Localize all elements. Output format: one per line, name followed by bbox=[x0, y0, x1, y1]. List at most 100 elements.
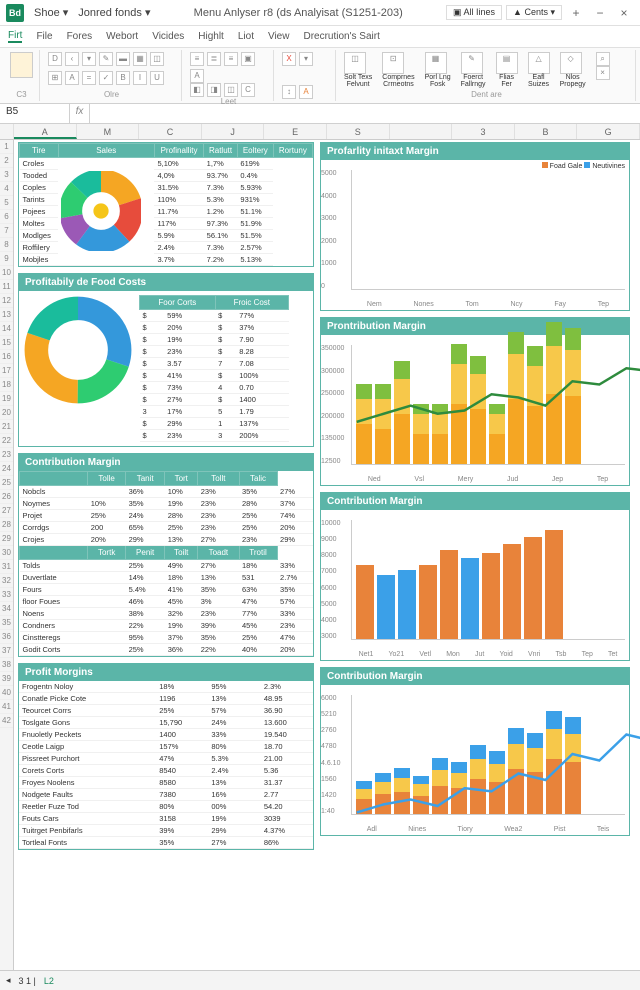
sheet-tab-1[interactable]: 3 1 | bbox=[19, 976, 36, 986]
col-header[interactable]: C bbox=[139, 124, 202, 139]
ribbon-icon[interactable]: X bbox=[282, 52, 296, 66]
food-costs-panel: Profitabily de Food Costs Foor CortsFroi… bbox=[18, 273, 314, 447]
tab-file[interactable]: Firt bbox=[8, 30, 22, 43]
contribution-table: TolleTanitTortTolltTalicNobcls36%10%23%3… bbox=[19, 471, 313, 656]
ribbon-group-1-label: C3 bbox=[10, 90, 33, 99]
col-header[interactable]: M bbox=[77, 124, 140, 139]
ribbon-icon[interactable]: ⊞ bbox=[48, 71, 62, 85]
ribbon-icon[interactable]: U bbox=[150, 71, 164, 85]
col-header[interactable]: E bbox=[264, 124, 327, 139]
col-header[interactable]: J bbox=[202, 124, 265, 139]
title-btn-2-label: Cents bbox=[524, 7, 548, 17]
ribbon-icon[interactable]: ▦ bbox=[133, 52, 147, 66]
fx-icon[interactable]: fx bbox=[70, 104, 90, 123]
ribbon-icon[interactable]: ↕ bbox=[282, 85, 296, 99]
tab-8[interactable]: Drecrution's Sairt bbox=[303, 31, 379, 42]
ribbon-icon[interactable]: B bbox=[116, 71, 130, 85]
ribbon-group-2-label: Olre bbox=[48, 90, 175, 99]
new-tab-button[interactable]: + bbox=[566, 6, 586, 20]
ribbon-icon[interactable]: ‹ bbox=[65, 52, 79, 66]
ribbon: C3 D ‹ ▾ ✎ ▬ ▦ ◫ ⊞ A = ✓ B I U Olre ≡ ≣ … bbox=[0, 48, 640, 104]
donut-chart bbox=[23, 295, 133, 405]
ribbon-group-4-label: Dent are bbox=[344, 90, 629, 99]
ribbon-icon[interactable]: ≡ bbox=[224, 52, 238, 66]
ribbon-icon[interactable]: D bbox=[48, 52, 62, 66]
ribbon-icon-label: NlosPropegy bbox=[560, 74, 586, 88]
ribbon-large-icon[interactable]: ◇ bbox=[560, 52, 582, 74]
column-headers: A M C J E S 3 B G bbox=[0, 124, 640, 140]
ribbon-icon[interactable]: ✓ bbox=[99, 71, 113, 85]
name-box[interactable]: B5 bbox=[0, 104, 70, 123]
profit-margins-panel: Profit Morgins Frogentn Noloy18%95%2.3%C… bbox=[18, 663, 314, 850]
ribbon-icon-label: Solt TexsFelvunt bbox=[344, 74, 372, 88]
chart4-title: Contribution Margin bbox=[321, 668, 629, 685]
ribbon-icon[interactable]: A bbox=[299, 85, 313, 99]
ribbon-icon[interactable]: ◨ bbox=[207, 83, 221, 97]
close-button[interactable]: × bbox=[614, 6, 634, 20]
tab-2[interactable]: Fores bbox=[67, 31, 93, 42]
title-bar: Bd Shoe ▾ Jonred fonds ▾ Menu Anlyser r8… bbox=[0, 0, 640, 26]
ribbon-icon[interactable]: ◫ bbox=[224, 83, 238, 97]
table4-title: Profit Morgins bbox=[19, 664, 313, 681]
col-header[interactable]: S bbox=[327, 124, 390, 139]
ribbon-icon[interactable]: A bbox=[65, 71, 79, 85]
tab-3[interactable]: Webort bbox=[106, 31, 138, 42]
chart1: Foad Gale Neutivines 0100020003000400050… bbox=[321, 160, 629, 310]
ribbon-icon[interactable]: ▣ bbox=[241, 52, 255, 66]
tab-6[interactable]: Liot bbox=[238, 31, 254, 42]
ribbon-icon[interactable]: ✎ bbox=[99, 52, 113, 66]
table1: TireSalesProfinallityRatluttEolteryRortu… bbox=[19, 143, 313, 266]
ribbon-large-icon[interactable]: ▦ bbox=[425, 52, 447, 74]
chart1-panel: Profarlity initaxt Margin Foad Gale Neut… bbox=[320, 142, 630, 311]
table1-panel: TireSalesProfinallityRatluttEolteryRortu… bbox=[18, 142, 314, 267]
ribbon-large-icon[interactable]: ✎ bbox=[461, 52, 483, 74]
tab-4[interactable]: Vicides bbox=[152, 31, 184, 42]
chart3-title: Contribution Margin bbox=[321, 493, 629, 510]
title-drop-2[interactable]: Jonred fonds ▾ bbox=[78, 6, 150, 19]
ribbon-icon[interactable]: ≣ bbox=[207, 52, 221, 66]
minimize-button[interactable]: − bbox=[590, 6, 610, 20]
chart2: 12500135000200000250000300000350000NedVs… bbox=[321, 335, 629, 485]
food-costs-table: Foor CortsFroic Cost$59%$77%$20%$37%$19%… bbox=[139, 295, 289, 442]
close-ribbon-icon[interactable]: × bbox=[596, 66, 610, 80]
ribbon-icon[interactable]: I bbox=[133, 71, 147, 85]
tab-7[interactable]: View bbox=[268, 31, 290, 42]
ribbon-icon[interactable]: A bbox=[190, 69, 204, 83]
chart3: 300040005000600070008000900010000Net1Yo2… bbox=[321, 510, 629, 660]
col-header[interactable]: G bbox=[577, 124, 640, 139]
ribbon-large-icon[interactable]: △ bbox=[528, 52, 550, 74]
paste-icon[interactable] bbox=[10, 52, 33, 78]
search-icon[interactable]: ⌕ bbox=[596, 52, 610, 66]
ribbon-icon[interactable]: ◧ bbox=[190, 83, 204, 97]
ribbon-large-icon[interactable]: ▤ bbox=[496, 52, 518, 74]
title-btn-1[interactable]: ▣ All Iines bbox=[446, 5, 502, 20]
ribbon-icon[interactable]: ▾ bbox=[82, 52, 96, 66]
col-header[interactable]: 3 bbox=[452, 124, 515, 139]
sheet-nav[interactable]: ◂ bbox=[6, 975, 11, 986]
ribbon-icon-label: ComprnesCrrneotns bbox=[382, 74, 414, 88]
ribbon-large-icon[interactable]: ◫ bbox=[344, 52, 366, 74]
table3-title: Contribution Margin bbox=[19, 454, 313, 471]
ribbon-tabs: Firt File Fores Webort Vicides Highlt Li… bbox=[0, 26, 640, 48]
tab-1[interactable]: File bbox=[36, 31, 52, 42]
formula-input[interactable] bbox=[90, 104, 640, 123]
ribbon-icon[interactable]: ▬ bbox=[116, 52, 130, 66]
chart3-panel: Contribution Margin 30004000500060007000… bbox=[320, 492, 630, 661]
col-header[interactable] bbox=[390, 124, 453, 139]
ribbon-icon[interactable]: ≡ bbox=[190, 52, 204, 66]
ribbon-icon[interactable]: = bbox=[82, 71, 96, 85]
chart1-title: Profarlity initaxt Margin bbox=[321, 143, 629, 160]
col-header[interactable]: B bbox=[515, 124, 578, 139]
title-btn-2[interactable]: ▲ Cents ▾ bbox=[506, 5, 562, 20]
col-header[interactable]: A bbox=[14, 124, 77, 139]
ribbon-icon[interactable]: ▾ bbox=[299, 52, 313, 66]
sheet-tab-2[interactable]: L2 bbox=[44, 976, 54, 986]
title-drop-2-label: Jonred fonds bbox=[78, 7, 142, 19]
ribbon-icon[interactable]: C bbox=[241, 83, 255, 97]
panel2-title: Profitabily de Food Costs bbox=[19, 274, 313, 291]
title-drop-1-label: Shoe bbox=[34, 7, 60, 19]
title-drop-1[interactable]: Shoe ▾ bbox=[34, 6, 68, 19]
tab-5[interactable]: Highlt bbox=[198, 31, 224, 42]
ribbon-large-icon[interactable]: ⊡ bbox=[382, 52, 404, 74]
ribbon-icon[interactable]: ◫ bbox=[150, 52, 164, 66]
